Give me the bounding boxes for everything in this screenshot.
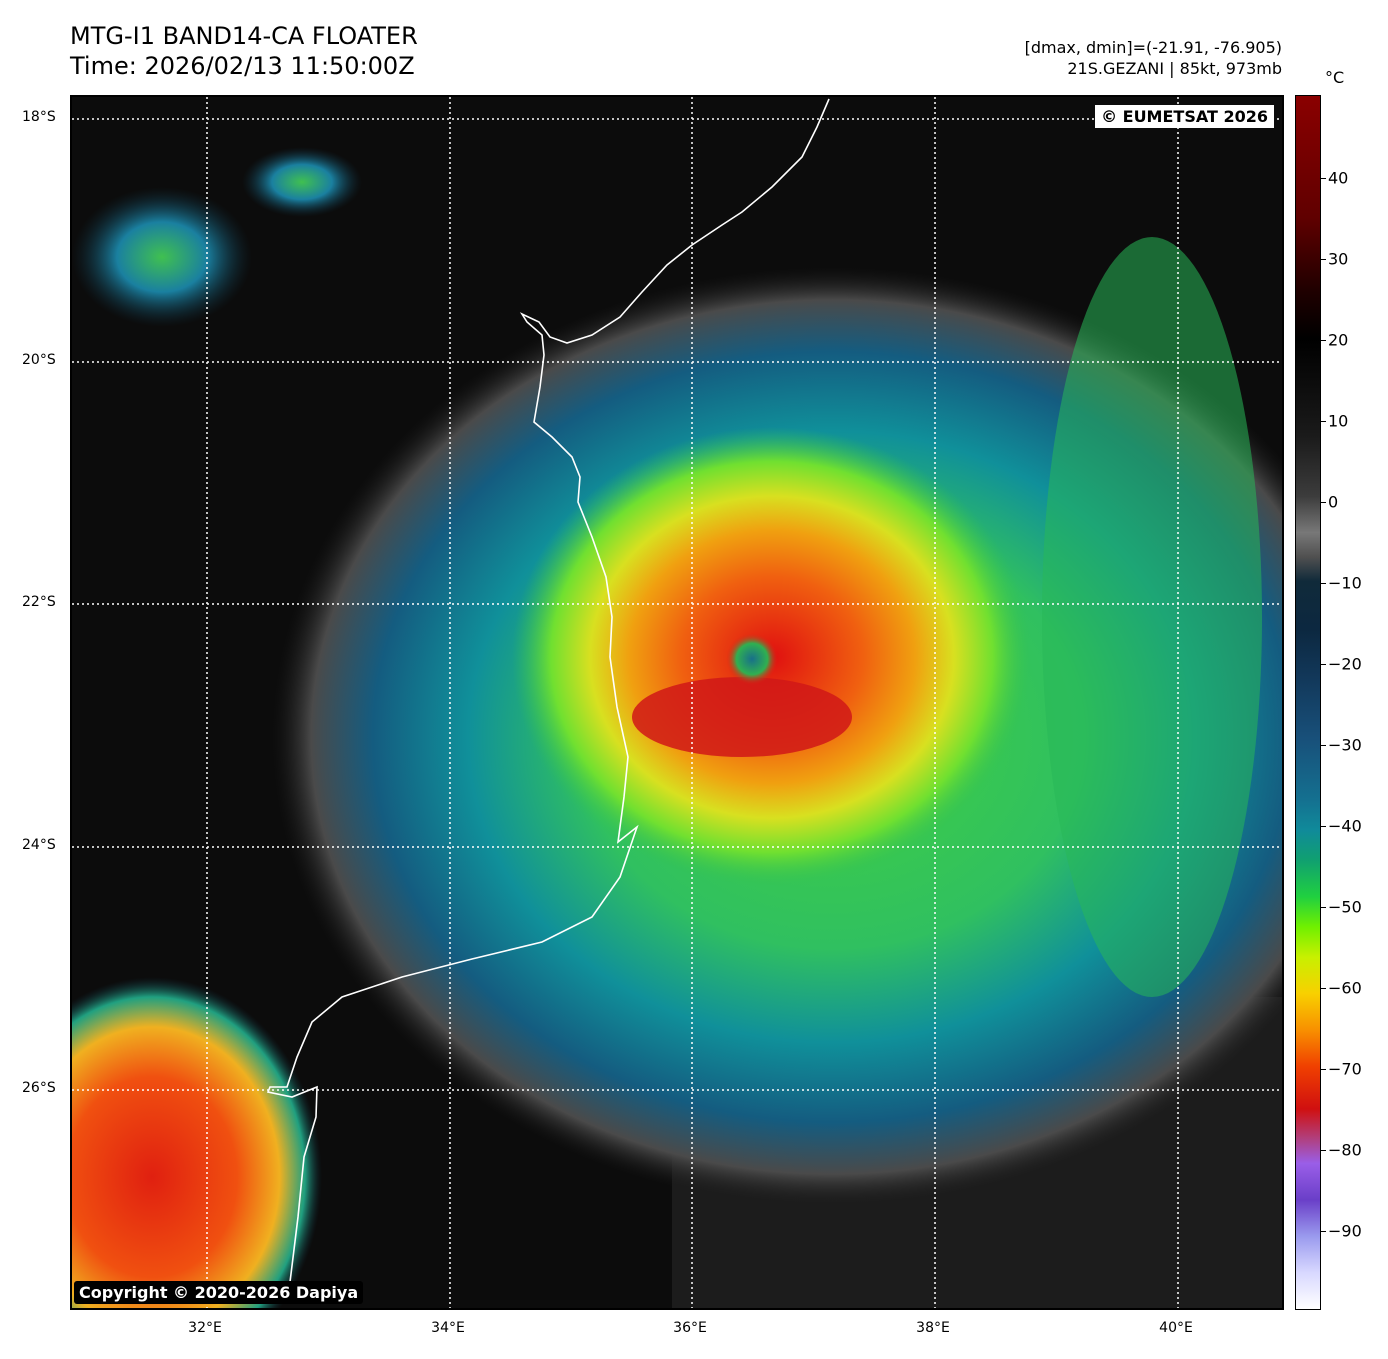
colorbar-tick-mark bbox=[1321, 988, 1326, 989]
lon-label-40e: 40°E bbox=[1159, 1320, 1193, 1336]
convective-cell-southwest bbox=[72, 977, 322, 1308]
rain-band-east bbox=[1042, 237, 1262, 997]
dmax-dmin-text: [dmax, dmin]=(-21.91, -76.905) bbox=[1024, 38, 1282, 57]
colorbar-tick-label: −60 bbox=[1328, 978, 1362, 998]
colorbar-tick-label: −40 bbox=[1328, 816, 1362, 836]
title-product: MTG-I1 BAND14-CA FLOATER bbox=[70, 22, 418, 50]
colorbar-tick-label: −80 bbox=[1328, 1140, 1362, 1160]
lat-label-24s: 24°S bbox=[22, 837, 56, 853]
title-time: Time: 2026/02/13 11:50:00Z bbox=[70, 52, 415, 80]
colorbar-tick-mark bbox=[1321, 1069, 1326, 1070]
colorbar-tick-label: −10 bbox=[1328, 573, 1362, 593]
colorbar-tick-label: 40 bbox=[1328, 168, 1349, 188]
colorbar-tick-mark bbox=[1321, 340, 1326, 341]
colorbar-unit: °C bbox=[1325, 68, 1345, 87]
colorbar-tick-mark bbox=[1321, 826, 1326, 827]
colorbar-tick-label: 20 bbox=[1328, 330, 1349, 350]
lon-label-34e: 34°E bbox=[431, 1320, 465, 1336]
colorbar-tick-label: −70 bbox=[1328, 1059, 1362, 1079]
colorbar-tick-label: −20 bbox=[1328, 654, 1362, 674]
convective-cell-northwest bbox=[72, 187, 252, 327]
colorbar-tick-mark bbox=[1321, 259, 1326, 260]
temperature-colorbar bbox=[1295, 95, 1321, 1310]
storm-info-text: 21S.GEZANI | 85kt, 973mb bbox=[1067, 59, 1282, 78]
colorbar-tick-label: −30 bbox=[1328, 735, 1362, 755]
satellite-map: © EUMETSAT 2026 Copyright © 2020-2026 Da… bbox=[70, 95, 1284, 1310]
colorbar-tick-mark bbox=[1321, 583, 1326, 584]
colorbar-tick-mark bbox=[1321, 178, 1326, 179]
colorbar-tick-label: −50 bbox=[1328, 897, 1362, 917]
storm-eye bbox=[726, 633, 778, 685]
gridlines bbox=[72, 97, 1282, 1308]
map-canvas bbox=[72, 97, 1282, 1308]
colorbar-tick-label: 0 bbox=[1328, 492, 1339, 512]
colorbar-tick-label: 10 bbox=[1328, 411, 1349, 431]
lat-label-18s: 18°S bbox=[22, 109, 56, 125]
colorbar-tick-label: −90 bbox=[1328, 1221, 1362, 1241]
lon-label-32e: 32°E bbox=[188, 1320, 222, 1336]
colorbar-tick-mark bbox=[1321, 1150, 1326, 1151]
colorbar-tick-label: 30 bbox=[1328, 249, 1349, 269]
cold-cloud-top bbox=[632, 677, 852, 757]
lat-label-22s: 22°S bbox=[22, 594, 56, 610]
lat-label-26s: 26°S bbox=[22, 1080, 56, 1096]
colorbar-tick-mark bbox=[1321, 1231, 1326, 1232]
lon-label-38e: 38°E bbox=[916, 1320, 950, 1336]
colorbar-tick-mark bbox=[1321, 502, 1326, 503]
eumetsat-copyright: © EUMETSAT 2026 bbox=[1095, 105, 1274, 128]
lon-label-36e: 36°E bbox=[673, 1320, 707, 1336]
colorbar-tick-mark bbox=[1321, 421, 1326, 422]
colorbar-tick-mark bbox=[1321, 664, 1326, 665]
colorbar-tick-mark bbox=[1321, 907, 1326, 908]
lat-label-20s: 20°S bbox=[22, 352, 56, 368]
coastline bbox=[266, 98, 830, 1283]
convective-cell-north bbox=[242, 147, 362, 217]
dapiya-copyright: Copyright © 2020-2026 Dapiya bbox=[74, 1281, 364, 1304]
colorbar-tick-mark bbox=[1321, 745, 1326, 746]
